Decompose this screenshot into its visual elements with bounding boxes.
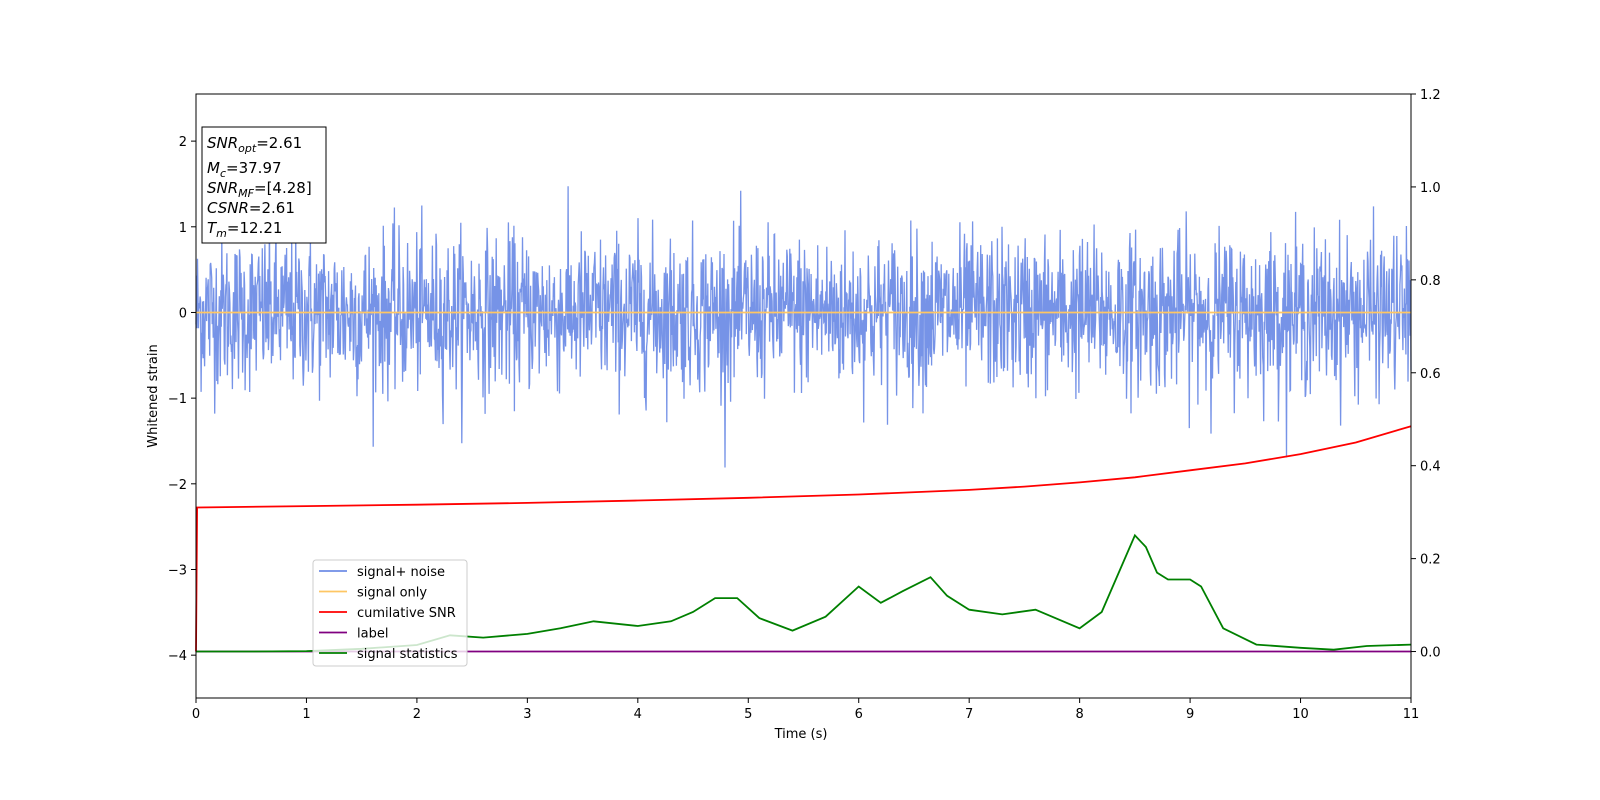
x-tick-label: 0 xyxy=(192,707,200,722)
x-tick-label: 11 xyxy=(1403,707,1420,722)
x-axis: 0 1 2 3 4 5 6 7 8 9 10 11 xyxy=(192,698,1419,722)
y-axis-left: 2 1 0 −1 −2 −3 −4 xyxy=(168,135,196,664)
y-axis-right: 1.2 1.0 0.8 0.6 0.4 0.2 0.0 xyxy=(1411,88,1441,661)
info-mc: Mc=37.97 xyxy=(207,159,282,180)
info-csnr: CSNR=2.61 xyxy=(207,199,295,217)
x-tick-label: 1 xyxy=(302,707,310,722)
axes-frame xyxy=(195,93,1412,699)
y-left-tick-label: 1 xyxy=(179,221,187,236)
y-left-tick-label: −2 xyxy=(168,478,187,493)
y-right-tick-label: 0.8 xyxy=(1420,274,1441,289)
x-tick-label: 9 xyxy=(1186,707,1194,722)
y-left-tick-label: −1 xyxy=(168,392,187,407)
legend-label: signal statistics xyxy=(357,647,458,662)
x-tick-label: 7 xyxy=(965,707,973,722)
legend-label: signal only xyxy=(357,586,427,601)
y-right-tick-label: 0.2 xyxy=(1420,553,1441,568)
legend-label: signal+ noise xyxy=(357,565,445,580)
series-signal-noise xyxy=(195,186,1412,468)
series-cumilative-snr xyxy=(195,425,1412,652)
legend-label: label xyxy=(357,627,388,642)
x-tick-label: 5 xyxy=(744,707,752,722)
y-left-tick-label: −3 xyxy=(168,563,187,578)
x-tick-label: 3 xyxy=(523,707,531,722)
y-axis-label: Whitened strain xyxy=(146,344,161,447)
info-box: SNRopt=2.61 Mc=37.97 SNRMF=[4.28] CSNR=2… xyxy=(201,126,327,244)
y-right-tick-label: 0.4 xyxy=(1420,460,1441,475)
info-snr-mf: SNRMF=[4.28] xyxy=(207,179,312,200)
x-tick-label: 4 xyxy=(634,707,642,722)
legend-label: cumilative SNR xyxy=(357,606,456,621)
info-tm: Tm=12.21 xyxy=(207,219,282,240)
x-axis-label: Time (s) xyxy=(774,727,828,742)
series-signal-statistics xyxy=(196,533,1412,653)
y-right-tick-label: 1.0 xyxy=(1420,181,1441,196)
y-left-tick-label: 0 xyxy=(179,306,187,321)
x-tick-label: 6 xyxy=(855,707,863,722)
info-box-frame xyxy=(201,126,327,244)
legend: signal+ noise signal only cumilative SNR la… xyxy=(312,559,468,667)
y-right-tick-label: 1.2 xyxy=(1420,88,1441,103)
y-right-tick-label: 0.0 xyxy=(1420,646,1441,661)
y-left-tick-label: −4 xyxy=(168,649,187,664)
legend-entries: signal+ noise signal only cumilative SNR la… xyxy=(319,565,458,662)
x-tick-label: 10 xyxy=(1292,707,1309,722)
x-tick-label: 8 xyxy=(1075,707,1083,722)
x-tick-label: 2 xyxy=(413,707,421,722)
y-left-tick-label: 2 xyxy=(179,135,187,150)
legend-frame xyxy=(312,559,468,667)
y-right-tick-label: 0.6 xyxy=(1420,367,1441,382)
info-snr-opt: SNRopt=2.61 xyxy=(207,134,302,155)
